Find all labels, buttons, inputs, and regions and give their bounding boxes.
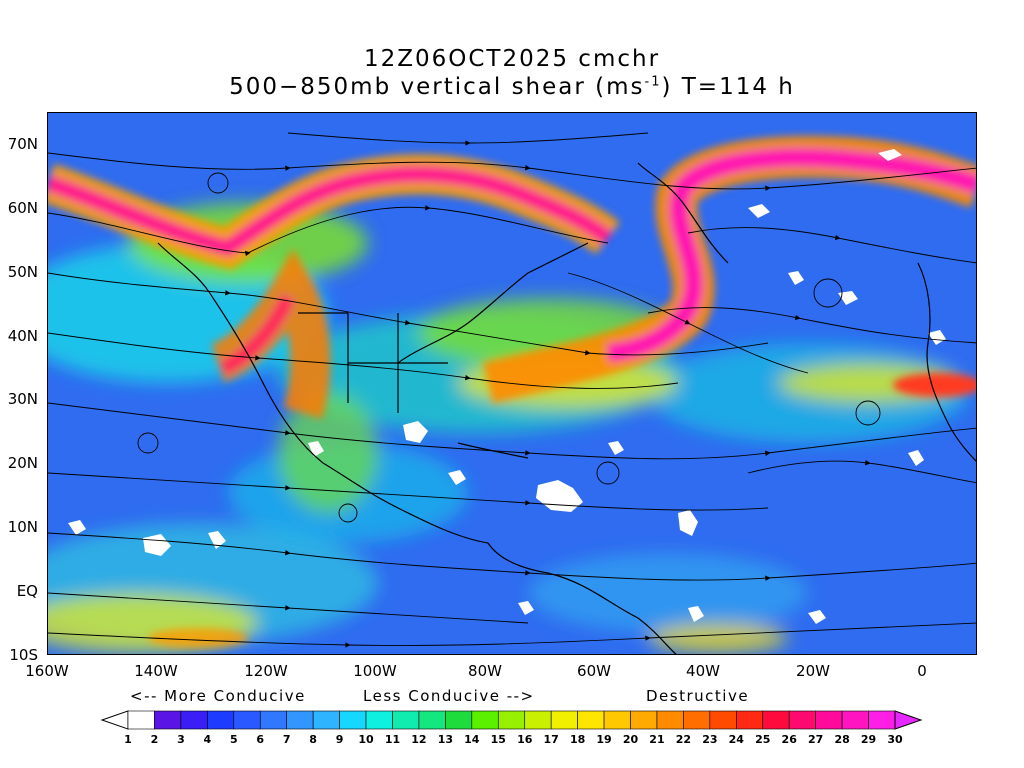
colorbar: [100, 710, 923, 730]
colorbar-swatch: [233, 710, 261, 730]
colorbar-swatch: [180, 710, 208, 730]
colorbar-swatch: [577, 710, 605, 730]
colorbar-label: 10: [358, 733, 374, 746]
colorbar-swatch: [286, 710, 314, 730]
colorbar-label: 29: [860, 733, 877, 746]
y-tick-label: 50N: [7, 263, 38, 281]
y-tick-label: 70N: [7, 135, 38, 153]
colorbar-swatch: [207, 710, 235, 730]
y-tick-label: 40N: [7, 327, 38, 345]
colorbar-swatch: [154, 710, 182, 730]
streamlines: [48, 132, 976, 648]
colorbar-swatch: [365, 710, 393, 730]
colorbar-label: 16: [517, 733, 533, 746]
colorbar-label: 30: [887, 733, 903, 746]
colorbar-label: 3: [177, 733, 185, 746]
x-tick-label: 40W: [686, 662, 720, 680]
colorbar-swatch: [497, 710, 526, 730]
y-tick-label: 30N: [7, 390, 38, 408]
colorbar-label: 7: [282, 733, 291, 746]
shear-field-plot: [48, 113, 976, 654]
colorbar-label: 5: [229, 733, 238, 746]
colorbar-swatch: [524, 710, 552, 730]
colorbar-label: 21: [649, 733, 665, 746]
y-tick-label: EQ: [16, 582, 38, 600]
legend-less-conducive: Less Conducive -->: [363, 687, 535, 705]
colorbar-swatch: [709, 710, 737, 730]
colorbar-label: 24: [728, 733, 744, 746]
colorbar-label: 6: [256, 733, 265, 746]
colorbar-swatch: [815, 710, 843, 730]
colorbar-label: 8: [309, 733, 317, 746]
colorbar-swatch: [418, 710, 446, 730]
colorbar-label: 17: [543, 733, 559, 746]
colorbar-label: 13: [437, 733, 454, 746]
colorbar-label: 12: [411, 733, 427, 746]
x-tick-label: 160W: [25, 662, 69, 680]
colorbar-label: 15: [490, 733, 506, 746]
chart-subtitle: 500−850mb vertical shear (ms-1) T=114 h: [229, 74, 795, 100]
colorbar-swatch: [312, 710, 340, 730]
x-tick-label: 140W: [134, 662, 178, 680]
colorbar-swatch: [630, 710, 658, 730]
colorbar-label: 23: [702, 733, 718, 746]
colorbar-label: 25: [755, 733, 771, 746]
x-tick-label: 120W: [244, 662, 288, 680]
colorbar-label: 14: [464, 733, 480, 746]
colorbar-label: 27: [807, 733, 824, 746]
colorbar-label: 2: [150, 733, 159, 746]
colorbar-swatch: [868, 710, 896, 730]
x-tick-label: 80W: [468, 662, 502, 680]
x-tick-label: 20W: [796, 662, 830, 680]
x-tick-label: 0: [917, 662, 927, 680]
colorbar-swatch: [841, 710, 869, 730]
colorbar-label: 26: [781, 733, 797, 746]
colorbar-swatch: [339, 710, 367, 730]
y-tick-label: 60N: [7, 199, 38, 217]
colorbar-label: 11: [384, 733, 401, 746]
colorbar-swatch: [471, 710, 499, 730]
colorbar-swatch: [656, 710, 684, 730]
y-tick-label: 10S: [9, 646, 38, 664]
colorbar-swatch: [392, 710, 420, 730]
x-tick-label: 60W: [577, 662, 611, 680]
colorbar-swatch: [762, 710, 790, 730]
shear-map: [47, 112, 977, 655]
x-tick-label: 100W: [353, 662, 397, 680]
colorbar-swatch: [603, 710, 631, 730]
colorbar-swatch: [445, 710, 473, 730]
colorbar-label: 4: [203, 733, 212, 746]
colorbar-swatch: [550, 710, 578, 730]
colorbar-swatch: [736, 710, 764, 730]
chart-title: 12Z06OCT2025 cmchr: [363, 46, 661, 72]
y-tick-label: 10N: [7, 518, 38, 536]
legend-destructive: Destructive: [646, 687, 750, 705]
colorbar-label: 9: [335, 733, 344, 746]
colorbar-label: 22: [675, 733, 692, 746]
colorbar-label: 18: [569, 733, 586, 746]
colorbar-label: 20: [622, 733, 639, 746]
colorbar-swatch: [127, 710, 155, 730]
colorbar-min-arrow: [100, 710, 129, 730]
colorbar-swatch: [683, 710, 711, 730]
colorbar-label: 1: [124, 733, 132, 746]
legend-more-conducive: <-- More Conducive: [130, 687, 306, 705]
y-tick-label: 20N: [7, 454, 38, 472]
colorbar-swatch: [788, 710, 816, 730]
colorbar-max-arrow: [894, 710, 923, 730]
colorbar-label: 28: [834, 733, 850, 746]
colorbar-swatch: [259, 710, 287, 730]
colorbar-label: 19: [596, 733, 612, 746]
